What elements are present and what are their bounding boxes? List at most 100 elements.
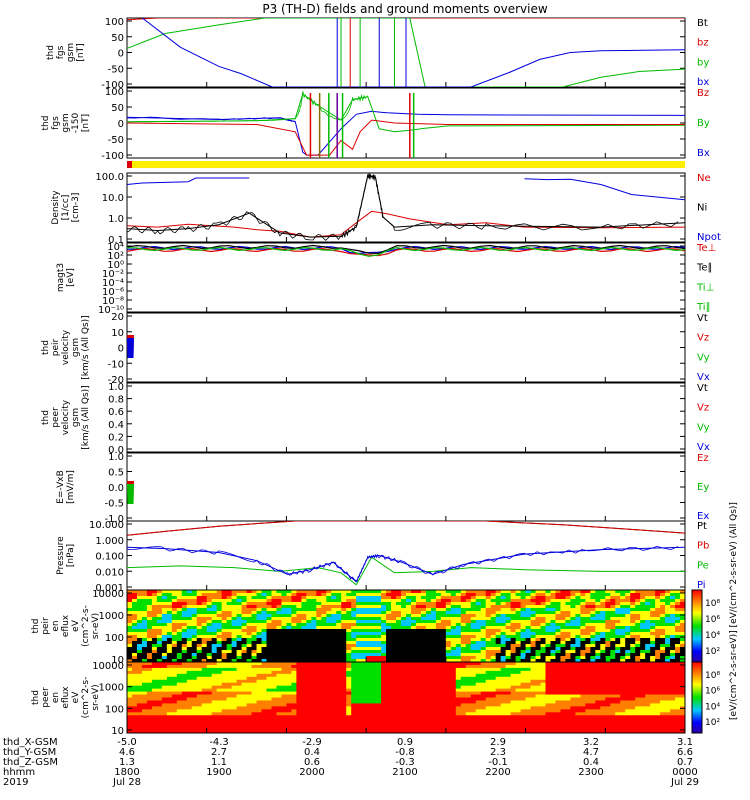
axis-row-value: 2100 — [392, 767, 417, 778]
legend-entry: Bz — [697, 88, 709, 99]
y-axis-label: thd — [31, 619, 41, 634]
y-axis-label: peer — [41, 687, 51, 708]
y-tick-label: 10 — [111, 655, 124, 666]
y-tick-label: -100 — [101, 80, 124, 91]
axis-row-value: -5.0 — [117, 737, 137, 748]
legend-entry: Pe — [697, 560, 709, 571]
y-tick-label: 1000 — [99, 683, 124, 694]
legend-entry: By — [697, 118, 710, 129]
y-tick-label: 50 — [111, 103, 124, 114]
trace-pb — [127, 521, 685, 536]
axis-row-value: 2000 — [299, 767, 324, 778]
y-tick-label: 10 — [111, 328, 124, 339]
panel-efield: 1.0 0.5 0.0 -0.5 -1.0 E=-VxB [mV/m] Ez Ey Ex — [56, 452, 709, 525]
y-tick-label: 0.010 — [95, 567, 124, 578]
y-tick-label: 10⁻¹⁰ — [98, 305, 124, 316]
y-axis-label: magt3 — [56, 263, 66, 292]
panel-peer_velocity: 1.0 0.80.6 0.40.2 0.0 thd peer velocity gsm [km/… — [41, 382, 710, 456]
y-axis-label: sr-eV) — [91, 684, 101, 710]
trace-by2 — [127, 92, 685, 133]
y-tick-label: 10² — [107, 251, 124, 262]
trace-by — [127, 18, 685, 87]
y-tick-label: 1000 — [99, 611, 124, 622]
y-tick-label: 0.2 — [108, 432, 124, 443]
y-tick-label: 1.0 — [108, 452, 124, 463]
legend-entry: Pt — [697, 521, 707, 532]
y-tick-label: 20 — [111, 312, 124, 323]
y-axis-label: peir — [41, 617, 51, 635]
y-axis-label: peer — [51, 407, 61, 428]
y-tick-label: 100 — [105, 17, 124, 28]
y-tick-label: -10 — [108, 359, 124, 370]
y-axis-label: -150 — [71, 113, 81, 134]
colorbar-tick-label: 10⁶ — [705, 687, 720, 697]
y-tick-label: 10000 — [92, 661, 124, 672]
y-axis-label: thd — [41, 410, 51, 425]
axis-row-value: 1800 — [114, 767, 139, 778]
legend-entry: Pb — [697, 541, 709, 552]
trace-temperature — [126, 247, 686, 257]
axis-row-value: 1.1 — [211, 757, 227, 768]
colorbar — [691, 661, 703, 734]
y-axis-label: [1/cc] — [61, 195, 71, 221]
y-axis-label: gsm — [61, 113, 71, 132]
y-axis-label: eV — [71, 619, 81, 632]
y-axis-label: (cm^2-s- — [81, 677, 91, 719]
axis-row-value: -0.1 — [488, 757, 508, 768]
colorbar-tick-label: 10⁴ — [705, 702, 720, 712]
y-tick-label: 0.5 — [108, 468, 124, 479]
y-axis-label: [eV] — [66, 268, 76, 287]
axis-row-value: 2.3 — [490, 747, 506, 758]
legend-entry: Bx — [697, 148, 710, 159]
y-axis-label: gsm — [71, 408, 81, 427]
legend-entry: Ti∥ — [696, 302, 711, 313]
trace-bz2 — [127, 119, 685, 156]
panel-frame — [126, 172, 686, 243]
y-tick-label: 10⁻⁶ — [102, 287, 124, 298]
y-tick-label: 0.1 — [108, 235, 124, 246]
colorbar-tick-label: 10² — [705, 718, 720, 728]
colorbar-tick-label: 10⁶ — [705, 615, 720, 625]
legend-entry: Vy — [697, 422, 710, 433]
y-axis-label: velocity — [61, 399, 71, 435]
spectrogram-cells — [127, 590, 686, 663]
y-tick-label: 0.0 — [108, 445, 124, 456]
mode-bar-marker — [127, 161, 132, 168]
y-tick-label: 10⁴ — [107, 242, 124, 253]
time-axis-block: thd_X-GSM -5.0 -4.3 -2.9 0.9 2.9 3.2 3.1 thd_Y-G… — [3, 737, 699, 788]
y-axis-label: Pressure — [56, 536, 66, 575]
legend-entry: Ni — [697, 203, 707, 214]
y-axis-label: eflux — [61, 686, 71, 709]
y-axis-label: fgs — [56, 45, 66, 59]
y-axis-label: [nT] — [81, 114, 91, 132]
y-axis-label: [nT] — [76, 43, 86, 61]
axis-row-value: 2.7 — [211, 747, 227, 758]
y-axis-label: thd — [46, 45, 56, 60]
panel-frame — [126, 382, 686, 453]
legend-entry: Vx — [697, 372, 710, 383]
axis-row-value: 2.9 — [490, 737, 506, 748]
colorbar — [691, 589, 703, 663]
axis-row-value: 2300 — [578, 767, 603, 778]
y-tick-label: 10⁻² — [102, 269, 124, 280]
axis-row-label: thd_Z-GSM — [3, 757, 58, 768]
axis-row-value: -0.8 — [395, 747, 415, 758]
colorbar-tick-label: 10⁸ — [705, 599, 720, 609]
legend-entry: Ne — [697, 173, 711, 184]
legend-entry: Ey — [697, 482, 709, 493]
trace-bx2 — [127, 110, 685, 156]
y-tick-label: -1.0 — [104, 514, 124, 525]
axis-row-value: -0.3 — [395, 757, 415, 768]
y-axis-label: [nPa] — [66, 544, 76, 567]
y-axis-label: sr-eV) — [91, 613, 101, 639]
legend-entry: Ex — [697, 511, 709, 522]
trace-by2-noise — [127, 91, 369, 123]
y-tick-label: 10.000 — [89, 520, 124, 531]
y-axis-label: thd — [31, 690, 41, 705]
y-axis-label: velocity — [61, 329, 71, 365]
y-tick-label: 100 — [105, 704, 124, 715]
legend-entry: Vz — [697, 403, 709, 414]
axis-row-value: 0.7 — [677, 757, 693, 768]
y-tick-label: 1.000 — [95, 536, 124, 547]
legend-entry: Te⊥ — [696, 243, 716, 254]
